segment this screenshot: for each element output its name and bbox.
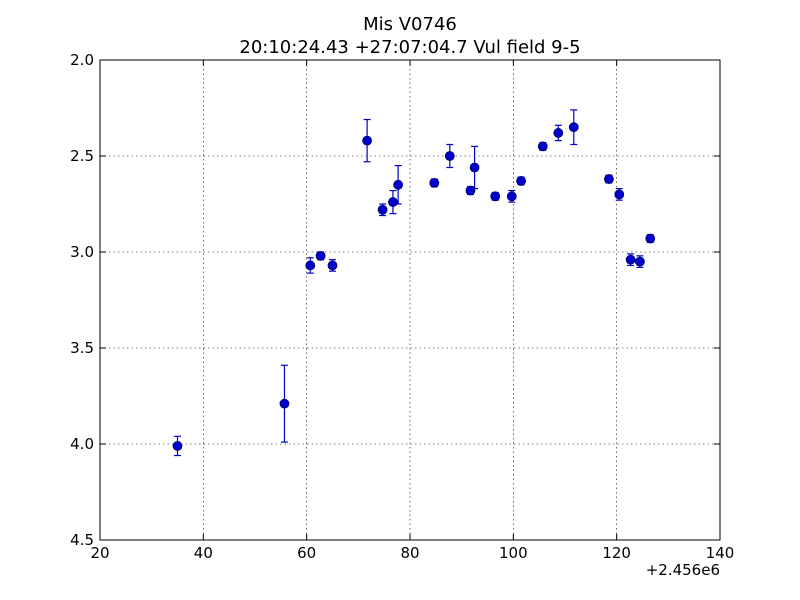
data-point — [377, 204, 388, 215]
x-tick-label: 20 — [90, 544, 109, 562]
y-tick-label: 2.0 — [70, 51, 94, 69]
data-point — [614, 189, 625, 200]
data-point — [645, 233, 656, 244]
data-point — [327, 260, 338, 271]
data-point — [506, 191, 517, 202]
data-point — [305, 260, 316, 271]
x-tick-label: 100 — [499, 544, 528, 562]
data-point — [465, 185, 476, 196]
axis-ticks: 20 40 60 80 100 120 140 2.0 2.5 3.0 3.5 4.0 4.5 — [70, 51, 734, 562]
y-tick-label: 2.5 — [70, 147, 94, 165]
error-bars — [174, 109, 654, 457]
y-tick-label: 4.5 — [70, 531, 94, 549]
x-tick-label: 120 — [602, 544, 631, 562]
x-tick-label: 60 — [297, 544, 316, 562]
data-point — [469, 162, 480, 173]
data-point — [429, 177, 440, 188]
data-point — [490, 191, 501, 202]
data-point — [516, 176, 526, 186]
chart-subtitle: 20:10:24.43 +27:07:04.7 Vul field 9-5 — [239, 37, 580, 58]
y-tick-label: 3.5 — [70, 339, 94, 357]
x-offset-label: +2.456e6 — [646, 561, 720, 579]
data-point — [315, 250, 326, 261]
plot-frame — [99, 59, 721, 541]
data-point — [568, 122, 579, 133]
data-point — [625, 254, 636, 265]
data-point — [393, 179, 404, 190]
data-point — [537, 141, 548, 152]
data-point — [635, 256, 645, 267]
data-point — [388, 197, 398, 207]
y-tick-label: 3.0 — [70, 243, 94, 261]
data-point — [444, 151, 455, 161]
data-point — [172, 441, 183, 451]
x-tick-label: 40 — [194, 544, 213, 562]
y-tick-label: 4.0 — [70, 435, 94, 453]
chart-title: Mis V0746 — [363, 14, 457, 35]
x-tick-label: 140 — [706, 544, 735, 562]
x-tick-label: 80 — [400, 544, 419, 562]
data-point — [553, 128, 564, 138]
grid — [100, 60, 720, 540]
data-point — [279, 398, 290, 409]
data-point — [362, 135, 373, 146]
data-point — [604, 174, 614, 184]
data-points — [172, 122, 656, 451]
